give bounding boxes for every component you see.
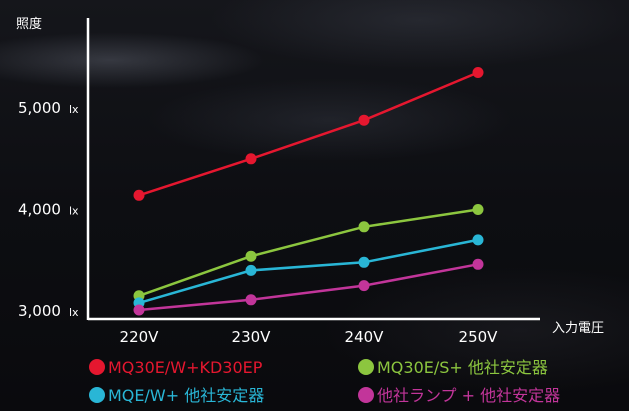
series-lines [138, 71, 479, 312]
series-points [133, 67, 484, 316]
legend-marker [358, 359, 374, 375]
y-tick-label: 3,000 [18, 302, 61, 320]
x-tick-label: 250V [459, 328, 499, 346]
y-tick-unit: lx [69, 205, 79, 218]
series-line [138, 208, 479, 297]
y-tick-labels: 3,000 lx 4,000 lx 5,000 lx [18, 99, 79, 320]
x-tick-label: 220V [120, 328, 160, 346]
series-line [138, 238, 479, 305]
x-tick-label: 230V [232, 328, 272, 346]
legend-label: 他社ランプ + 他社安定器 [377, 386, 560, 405]
y-tick-unit: lx [69, 306, 79, 319]
legend: MQ30E/W+KD30EP MQ30E/S+ 他社安定器 MQE/W+ 他社安定器… [89, 358, 560, 405]
data-point [358, 280, 370, 292]
x-tick-label: 240V [345, 328, 385, 346]
series-line [138, 263, 479, 312]
x-tick-labels: 220V 230V 240V 250V [120, 328, 499, 346]
y-tick-label: 5,000 [18, 99, 61, 117]
data-point [472, 204, 484, 215]
data-point [133, 304, 145, 316]
y-tick-unit: lx [69, 103, 79, 116]
legend-label: MQ30E/W+KD30EP [108, 358, 263, 377]
legend-label: MQ30E/S+ 他社安定器 [377, 358, 548, 377]
y-tick-label: 4,000 [18, 201, 61, 219]
data-point [472, 258, 484, 270]
data-point [358, 114, 370, 126]
data-point [133, 189, 145, 201]
data-point [245, 250, 257, 262]
data-point [245, 153, 257, 165]
x-axis-label: 入力電圧 [552, 321, 604, 336]
legend-marker [358, 387, 374, 403]
data-point [472, 234, 484, 246]
data-point [358, 221, 370, 233]
y-axis-label: 照度 [16, 16, 42, 32]
data-point [245, 264, 257, 276]
data-point [245, 294, 257, 306]
series-line [138, 71, 479, 197]
legend-marker [89, 359, 105, 375]
data-point [358, 256, 370, 268]
legend-marker [89, 387, 105, 403]
legend-label: MQE/W+ 他社安定器 [108, 386, 264, 405]
data-point [472, 67, 484, 78]
